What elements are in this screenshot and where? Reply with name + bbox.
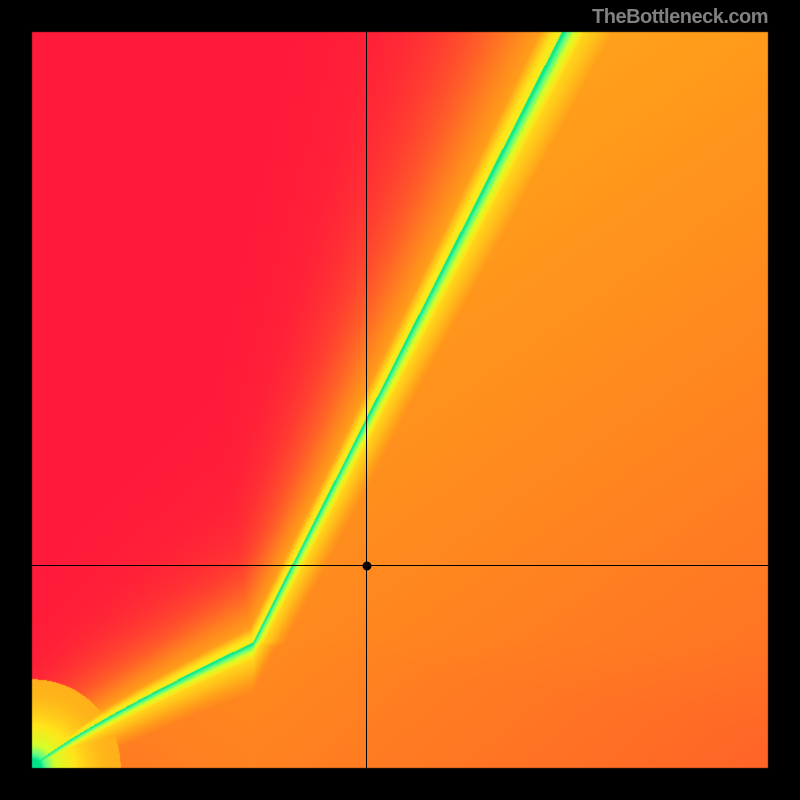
heatmap-canvas bbox=[0, 0, 800, 800]
crosshair-marker bbox=[362, 561, 371, 570]
crosshair-vertical bbox=[366, 32, 367, 768]
watermark-text: TheBottleneck.com bbox=[592, 6, 768, 29]
crosshair-horizontal bbox=[32, 565, 768, 566]
chart-container: TheBottleneck.com bbox=[0, 0, 800, 800]
